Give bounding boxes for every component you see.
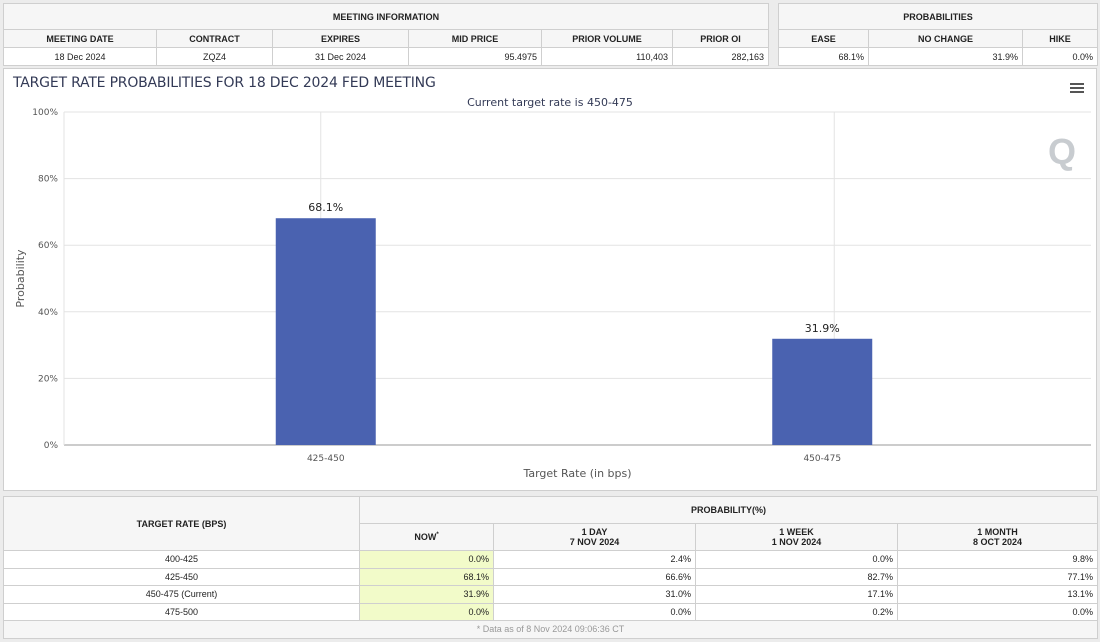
target-rate-cell: 400-425 (3, 550, 360, 569)
probability-cell: 0.0% (493, 602, 696, 621)
period-date: 8 OCT 2024 (972, 537, 1023, 547)
x-tick-label: 425-450 (307, 454, 345, 464)
meeting-col-header: PRIOR VOLUME (541, 29, 673, 48)
period-label: NOW (414, 532, 437, 542)
x-tick-label: 450-475 (803, 454, 841, 464)
meeting-value: 95.4975 (408, 47, 542, 66)
y-tick-label: 100% (32, 108, 58, 118)
chart-title: TARGET RATE PROBABILITIES FOR 18 DEC 202… (13, 75, 436, 91)
probability-cell: 66.6% (493, 567, 696, 586)
period-label: 1 MONTH (977, 527, 1018, 537)
target-rate-probability-table: TARGET RATE (BPS) PROBABILITY(%) NOW* 1 D… (3, 496, 1098, 639)
x-axis-title: Target Rate (in bps) (522, 467, 631, 480)
meeting-col-header: MEETING DATE (3, 29, 157, 48)
probability-cell: 68.1% (359, 567, 494, 586)
y-axis-title: Probability (14, 249, 27, 308)
period-date: 7 NOV 2024 (569, 537, 620, 547)
y-tick-label: 20% (38, 374, 58, 384)
probability-cell: 17.1% (695, 585, 898, 604)
period-col-header: 1 DAY 7 NOV 2024 (493, 523, 696, 551)
meeting-information-table: MEETING INFORMATION MEETING DATE CONTRACT… (3, 3, 769, 66)
menu-icon (1070, 83, 1084, 85)
bar-425-450[interactable] (275, 218, 376, 445)
probability-value: 68.1% (778, 47, 869, 66)
period-col-header: 1 WEEK 1 NOV 2024 (695, 523, 898, 551)
probability-col-header: NO CHANGE (868, 29, 1023, 48)
probability-col-header: EASE (778, 29, 869, 48)
data-label: 31.9% (805, 322, 840, 335)
y-tick-label: 80% (38, 175, 58, 185)
probability-cell: 82.7% (695, 567, 898, 586)
chart-plot: 0% 20% 40% 60% 80% 100% 68.1% 425-450 31.9% 450-4… (14, 108, 1091, 480)
period-label: 1 WEEK (779, 527, 814, 537)
probability-value: 0.0% (1022, 47, 1098, 66)
chart-menu-button[interactable] (1070, 83, 1084, 94)
meeting-info-title: MEETING INFORMATION (3, 3, 769, 30)
footnote: * Data as of 8 Nov 2024 09:06:36 CT (3, 620, 1098, 639)
probability-cell: 0.0% (897, 602, 1098, 621)
period-col-header: NOW* (359, 523, 494, 551)
meeting-col-header: CONTRACT (156, 29, 273, 48)
target-rate-header: TARGET RATE (BPS) (3, 496, 360, 551)
probability-group-header: PROBABILITY(%) (359, 496, 1098, 524)
probability-cell: 2.4% (493, 550, 696, 569)
probability-cell: 13.1% (897, 585, 1098, 604)
chart-subtitle: Current target rate is 450-475 (467, 96, 633, 109)
probability-cell: 0.0% (695, 550, 898, 569)
probability-cell: 0.0% (359, 550, 494, 569)
probability-cell: 31.0% (493, 585, 696, 604)
table-row: 475-500 0.0% 0.0% 0.2% 0.0% (3, 602, 1098, 621)
table-row: 450-475 (Current) 31.9% 31.0% 17.1% 13.1% (3, 585, 1098, 604)
probabilities-table: PROBABILITIES EASE NO CHANGE HIKE 68.1% 31.9… (778, 3, 1098, 66)
probability-value: 31.9% (868, 47, 1023, 66)
period-label: 1 DAY (581, 527, 608, 537)
probability-cell: 0.2% (695, 602, 898, 621)
bar-450-475[interactable] (772, 338, 873, 445)
meeting-value: 110,403 (541, 47, 673, 66)
period-date: 1 NOV 2024 (771, 537, 822, 547)
meeting-col-header: MID PRICE (408, 29, 542, 48)
probability-chart: TARGET RATE PROBABILITIES FOR 18 DEC 202… (3, 68, 1097, 491)
table-row: 400-425 0.0% 2.4% 0.0% 9.8% (3, 550, 1098, 569)
meeting-value: 282,163 (672, 47, 769, 66)
meeting-value: 31 Dec 2024 (272, 47, 409, 66)
target-rate-cell: 475-500 (3, 602, 360, 621)
probability-col-header: HIKE (1022, 29, 1098, 48)
period-col-header: 1 MONTH 8 OCT 2024 (897, 523, 1098, 551)
meeting-value: 18 Dec 2024 (3, 47, 157, 66)
y-tick-label: 40% (38, 308, 58, 318)
probability-cell: 0.0% (359, 602, 494, 621)
meeting-col-header: EXPIRES (272, 29, 409, 48)
probability-cell: 77.1% (897, 567, 1098, 586)
probability-cell: 9.8% (897, 550, 1098, 569)
y-tick-label: 60% (38, 241, 58, 251)
table-row: 425-450 68.1% 66.6% 82.7% 77.1% (3, 567, 1098, 586)
target-rate-cell: 450-475 (Current) (3, 585, 360, 604)
probabilities-title: PROBABILITIES (778, 3, 1098, 30)
target-rate-cell: 425-450 (3, 567, 360, 586)
probability-cell: 31.9% (359, 585, 494, 604)
logo: Q (1047, 131, 1076, 172)
meeting-value: ZQZ4 (156, 47, 273, 66)
y-tick-label: 0% (44, 441, 59, 451)
data-label: 68.1% (308, 201, 343, 214)
meeting-col-header: PRIOR OI (672, 29, 769, 48)
footnote-mark: * (436, 532, 439, 538)
